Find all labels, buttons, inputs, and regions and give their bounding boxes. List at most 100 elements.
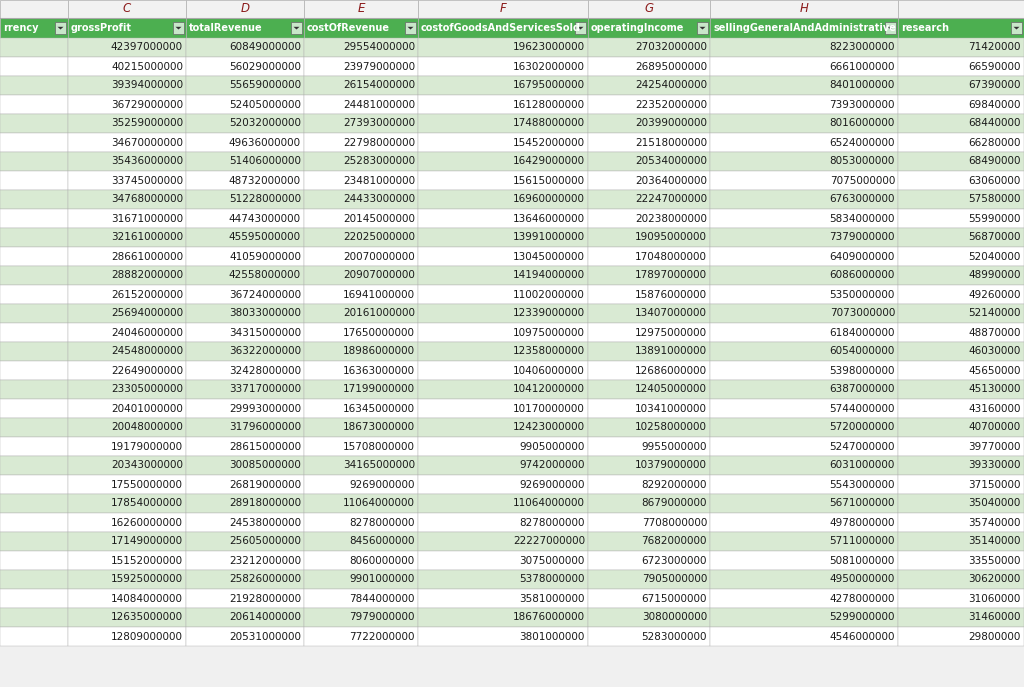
- Text: 37150000: 37150000: [969, 480, 1021, 490]
- Text: 6661000000: 6661000000: [829, 62, 895, 71]
- Bar: [304, 532, 418, 551]
- Text: 13045000000: 13045000000: [513, 251, 585, 262]
- Bar: [898, 266, 1024, 285]
- Text: 46030000: 46030000: [969, 346, 1021, 357]
- Bar: [588, 627, 710, 646]
- Bar: [710, 152, 898, 171]
- Bar: [186, 18, 304, 38]
- Text: 55659000000: 55659000000: [229, 80, 301, 91]
- Bar: [710, 266, 898, 285]
- Bar: [0, 57, 68, 76]
- Bar: [186, 627, 304, 646]
- Text: 34165000000: 34165000000: [343, 460, 415, 471]
- Bar: [0, 608, 68, 627]
- Bar: [186, 209, 304, 228]
- Text: 28615000000: 28615000000: [229, 442, 301, 451]
- Text: 9955000000: 9955000000: [641, 442, 707, 451]
- Text: 27393000000: 27393000000: [343, 118, 415, 128]
- Text: 5350000000: 5350000000: [829, 289, 895, 300]
- Text: 29993000000: 29993000000: [229, 403, 301, 414]
- Text: 11064000000: 11064000000: [343, 499, 415, 508]
- Text: 19623000000: 19623000000: [513, 43, 585, 52]
- Text: 29800000: 29800000: [969, 631, 1021, 642]
- Bar: [0, 475, 68, 494]
- Text: 34315000000: 34315000000: [229, 328, 301, 337]
- Text: 7393000000: 7393000000: [829, 100, 895, 109]
- Bar: [418, 57, 588, 76]
- Bar: [68, 18, 186, 38]
- Bar: [898, 38, 1024, 57]
- Bar: [304, 171, 418, 190]
- Text: 12339000000: 12339000000: [513, 308, 585, 319]
- Text: 52140000: 52140000: [969, 308, 1021, 319]
- Text: 16363000000: 16363000000: [343, 365, 415, 376]
- Text: 9269000000: 9269000000: [349, 480, 415, 490]
- Bar: [68, 551, 186, 570]
- Text: 56870000: 56870000: [969, 232, 1021, 243]
- Text: sellingGeneralAndAdministrative: sellingGeneralAndAdministrative: [713, 23, 896, 33]
- Text: 16345000000: 16345000000: [343, 403, 415, 414]
- Bar: [710, 532, 898, 551]
- Bar: [68, 95, 186, 114]
- Text: 8401000000: 8401000000: [829, 80, 895, 91]
- Bar: [68, 209, 186, 228]
- Bar: [186, 190, 304, 209]
- Text: 33550000: 33550000: [969, 556, 1021, 565]
- Bar: [898, 627, 1024, 646]
- Bar: [186, 114, 304, 133]
- Bar: [68, 494, 186, 513]
- Text: 12686000000: 12686000000: [635, 365, 707, 376]
- Text: costOfRevenue: costOfRevenue: [307, 23, 390, 33]
- Text: 24538000000: 24538000000: [229, 517, 301, 528]
- Bar: [710, 418, 898, 437]
- Bar: [588, 95, 710, 114]
- Text: 12635000000: 12635000000: [111, 613, 183, 622]
- Text: costofGoodsAndServicesSold: costofGoodsAndServicesSold: [421, 23, 581, 33]
- Text: 5378000000: 5378000000: [519, 574, 585, 585]
- Text: 10379000000: 10379000000: [635, 460, 707, 471]
- Bar: [304, 114, 418, 133]
- Bar: [710, 76, 898, 95]
- Bar: [0, 399, 68, 418]
- Bar: [588, 570, 710, 589]
- Text: 42397000000: 42397000000: [111, 43, 183, 52]
- Text: 71420000: 71420000: [969, 43, 1021, 52]
- Bar: [418, 152, 588, 171]
- Text: 8278000000: 8278000000: [519, 517, 585, 528]
- Bar: [418, 0, 588, 18]
- Bar: [588, 57, 710, 76]
- Bar: [418, 532, 588, 551]
- Text: 22798000000: 22798000000: [343, 137, 415, 148]
- Polygon shape: [888, 27, 894, 30]
- Text: 27032000000: 27032000000: [635, 43, 707, 52]
- Bar: [0, 190, 68, 209]
- Bar: [0, 323, 68, 342]
- Bar: [710, 38, 898, 57]
- Bar: [588, 171, 710, 190]
- Text: 67390000: 67390000: [969, 80, 1021, 91]
- Text: 24548000000: 24548000000: [111, 346, 183, 357]
- Text: 16960000000: 16960000000: [513, 194, 585, 205]
- Bar: [304, 456, 418, 475]
- Bar: [588, 361, 710, 380]
- Bar: [304, 95, 418, 114]
- Text: 23212000000: 23212000000: [229, 556, 301, 565]
- Bar: [304, 247, 418, 266]
- Text: 36724000000: 36724000000: [229, 289, 301, 300]
- Bar: [418, 456, 588, 475]
- Bar: [588, 380, 710, 399]
- Bar: [68, 247, 186, 266]
- Text: 6184000000: 6184000000: [829, 328, 895, 337]
- Text: 42558000000: 42558000000: [229, 271, 301, 280]
- Text: 63060000: 63060000: [969, 175, 1021, 185]
- Text: 12358000000: 12358000000: [513, 346, 585, 357]
- Bar: [898, 475, 1024, 494]
- Bar: [0, 304, 68, 323]
- Bar: [186, 57, 304, 76]
- Bar: [898, 342, 1024, 361]
- Bar: [186, 570, 304, 589]
- Text: 13646000000: 13646000000: [513, 214, 585, 223]
- Text: 8679000000: 8679000000: [641, 499, 707, 508]
- Text: 34670000000: 34670000000: [111, 137, 183, 148]
- Bar: [885, 22, 896, 34]
